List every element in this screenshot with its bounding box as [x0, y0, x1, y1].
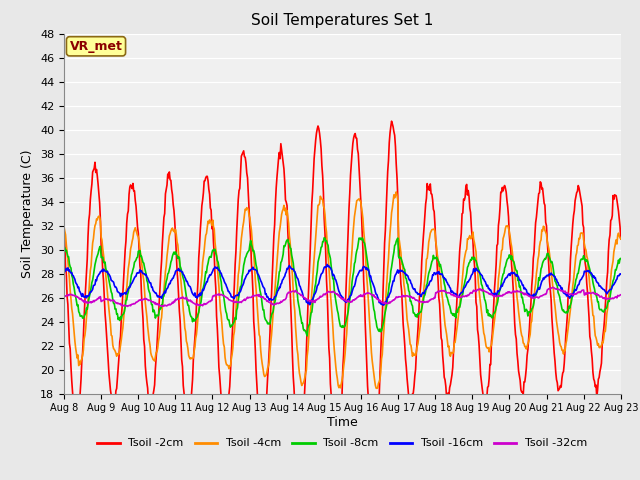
- Legend: Tsoil -2cm, Tsoil -4cm, Tsoil -8cm, Tsoil -16cm, Tsoil -32cm: Tsoil -2cm, Tsoil -4cm, Tsoil -8cm, Tsoi…: [93, 434, 592, 453]
- Y-axis label: Soil Temperature (C): Soil Temperature (C): [22, 149, 35, 278]
- X-axis label: Time: Time: [327, 416, 358, 429]
- Text: VR_met: VR_met: [70, 40, 122, 53]
- Title: Soil Temperatures Set 1: Soil Temperatures Set 1: [252, 13, 433, 28]
